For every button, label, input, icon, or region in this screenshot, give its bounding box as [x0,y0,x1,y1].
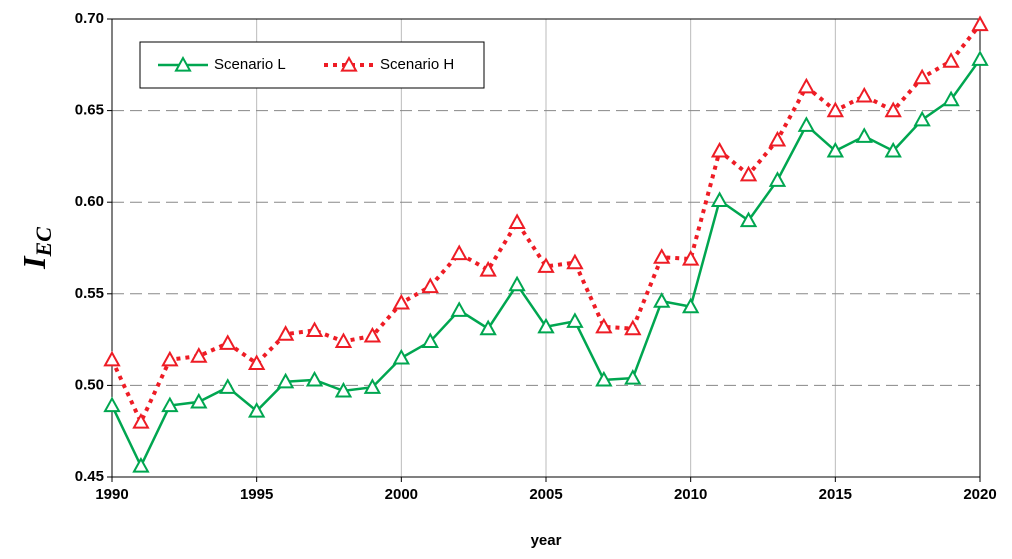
data-point [884,141,902,158]
data-point [710,141,729,158]
data-point [739,211,758,228]
data-point [161,350,179,367]
data-point [595,317,613,334]
data-point [681,249,700,266]
y-tick-label: 0.70 [75,10,104,27]
data-point [450,244,468,261]
data-point [508,213,526,229]
data-point [392,293,411,310]
data-point [653,292,671,308]
data-point [103,350,121,367]
data-point [566,312,584,328]
data-point [334,381,353,398]
y-tick-label: 0.60 [75,193,104,210]
data-point [190,392,208,409]
x-tick-label: 2010 [674,486,707,503]
data-point [479,260,497,277]
data-point [247,354,266,371]
data-point [450,301,468,317]
data-point [219,334,237,350]
data-point [855,86,873,103]
data-point [826,101,845,118]
data-point [276,372,295,389]
data-point [653,248,671,264]
data-point [826,141,845,158]
data-point [624,319,642,336]
data-point [768,171,787,187]
legend-marker [174,55,192,72]
data-point [624,369,642,385]
y-axis-label-main: I [16,255,52,270]
y-tick-label: 0.50 [75,376,104,393]
data-point [161,396,179,413]
data-point [913,68,931,85]
y-tick-label: 0.65 [75,102,104,119]
data-point [797,77,816,94]
data-point [797,116,816,132]
data-point [334,332,353,349]
data-point [971,50,989,66]
data-point [132,412,150,429]
data-point [971,15,989,32]
data-point [681,297,700,314]
legend-label: Scenario L [214,56,286,73]
plot-frame [111,18,981,478]
legend-label: Scenario H [380,56,454,73]
y-tick-label: 0.45 [75,468,104,485]
data-point [479,319,497,336]
x-axis-label: year [531,532,562,549]
x-tick-label: 1995 [240,486,273,503]
data-point [537,257,555,273]
data-point [566,253,584,270]
data-point [363,378,382,394]
x-tick-label: 1990 [95,486,128,503]
data-point [768,130,787,147]
data-point [537,317,555,334]
data-point [595,370,613,387]
data-point [942,52,960,68]
data-point [855,127,873,143]
data-point [739,165,758,182]
data-point [421,332,439,349]
data-point [276,325,295,341]
data-point [363,326,382,343]
legend-marker [340,55,358,72]
data-point [132,456,150,473]
y-axis-label-sub: EC [31,227,56,258]
y-tick-label: 0.55 [75,285,104,302]
x-tick-label: 2020 [963,486,996,503]
data-point [884,101,902,118]
data-point [508,275,526,292]
x-tick-label: 2000 [385,486,418,503]
x-tick-label: 2005 [529,486,562,503]
data-point [913,110,931,127]
y-axis-label: IEC [16,227,56,270]
data-point [103,396,121,413]
data-point [305,321,324,338]
x-tick-label: 2015 [819,486,852,503]
data-point [305,370,324,387]
data-point [710,191,729,207]
data-point [392,348,411,365]
data-point [190,347,208,363]
data-point [247,401,266,418]
data-point [942,90,960,107]
data-point [421,277,439,294]
data-point [219,378,237,394]
